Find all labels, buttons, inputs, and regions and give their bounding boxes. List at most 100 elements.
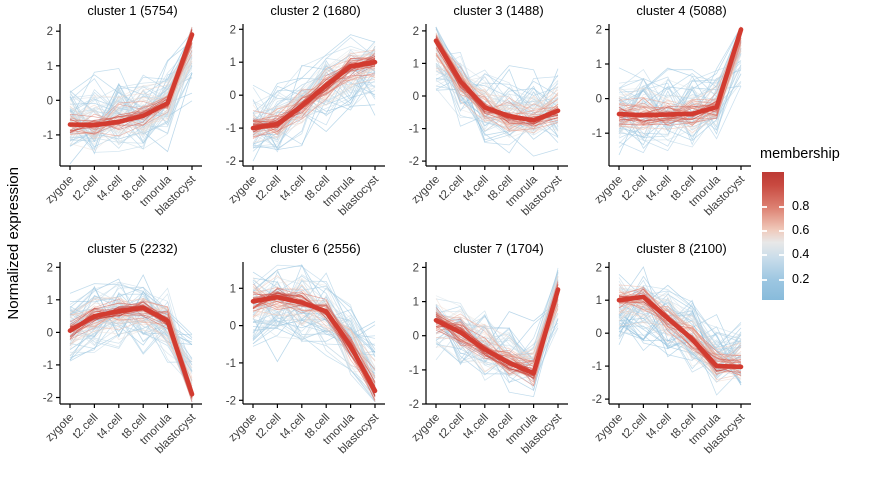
svg-text:t4.cell: t4.cell — [278, 412, 308, 442]
cluster-4-line-chart: 210-1zygotet2.cellt4.cellt8.celltmorulab… — [592, 24, 751, 218]
legend-title: membership — [760, 146, 840, 162]
svg-text:-1: -1 — [592, 128, 602, 140]
svg-text:2: 2 — [596, 25, 602, 37]
svg-text:0: 0 — [230, 321, 236, 333]
legend-tick-label: 0.6 — [792, 223, 810, 237]
legend-tick-label: 0.2 — [792, 272, 810, 286]
cluster-panel-7: cluster 7 (1704) 2 1 0 -1 -2 zygote t2.cell t4.… — [392, 240, 575, 470]
panel-title: cluster 4 (5088) — [636, 3, 727, 18]
legend-tick-mark — [762, 205, 767, 208]
panel-title: cluster 8 (2100) — [636, 241, 727, 256]
svg-text:2: 2 — [413, 262, 419, 274]
legend-body: 0.8 0.6 0.4 0.2 — [760, 172, 868, 302]
legend-tick-mark — [779, 278, 784, 281]
svg-text:zygote: zygote — [44, 412, 76, 444]
svg-text:t4.cell: t4.cell — [95, 412, 125, 442]
svg-text:0: 0 — [413, 91, 419, 103]
svg-text:-1: -1 — [409, 365, 419, 377]
svg-text:t2.cell: t2.cell — [437, 174, 467, 204]
panel-title: cluster 2 (1680) — [270, 3, 361, 18]
svg-text:0: 0 — [230, 90, 236, 102]
svg-text:zygote: zygote — [593, 174, 625, 206]
panel-title: cluster 5 (2232) — [87, 241, 178, 256]
svg-text:-2: -2 — [226, 156, 236, 168]
svg-text:t2.cell: t2.cell — [437, 412, 467, 442]
svg-text:zygote: zygote — [44, 174, 76, 206]
legend-tick-label: 0.8 — [792, 199, 810, 213]
svg-text:2: 2 — [413, 26, 419, 38]
svg-text:2: 2 — [47, 262, 53, 274]
svg-text:zygote: zygote — [593, 412, 625, 444]
svg-text:-1: -1 — [43, 130, 53, 142]
cluster-3-line-chart: 210-1-2zygotet2.cellt4.cellt8.celltmorul… — [409, 24, 568, 218]
svg-text:0: 0 — [47, 95, 53, 107]
panel-title: cluster 7 (1704) — [453, 241, 544, 256]
svg-text:-2: -2 — [226, 395, 236, 407]
cluster-7-line-chart: 210-1-2zygotet2.cellt4.cellt8.celltmorul… — [409, 262, 568, 456]
cluster-6-line-chart: 10-1-2zygotet2.cellt4.cellt8.celltmorula… — [226, 262, 385, 456]
legend-tick-mark — [779, 205, 784, 208]
svg-text:zygote: zygote — [410, 174, 442, 206]
svg-text:2: 2 — [47, 26, 53, 38]
svg-text:-1: -1 — [43, 360, 53, 372]
svg-text:t4.cell: t4.cell — [644, 174, 674, 204]
legend-colorbar — [762, 172, 784, 300]
svg-text:t2.cell: t2.cell — [620, 174, 650, 204]
cluster-panel-8: cluster 8 (2100) 2 1 0 -1 -2 zygote t2.cell t4.… — [575, 240, 758, 470]
cluster-panel-2: cluster 2 (1680) 2 1 0 -1 -2 zygote t2.cell t4.… — [209, 2, 392, 232]
facet-grid: cluster 1 (5754) 2 1 0 -1 zygote t2.cell t4.ce… — [26, 2, 758, 470]
svg-text:1: 1 — [413, 297, 419, 309]
svg-text:1: 1 — [596, 295, 602, 307]
svg-text:t2.cell: t2.cell — [254, 412, 284, 442]
svg-text:t4.cell: t4.cell — [95, 174, 125, 204]
svg-text:t4.cell: t4.cell — [278, 174, 308, 204]
cluster-1-line-chart: 210-1zygotet2.cellt4.cellt8.celltmorulab… — [43, 24, 202, 218]
svg-text:t4.cell: t4.cell — [644, 412, 674, 442]
cluster-2-line-chart: 210-1-2zygotet2.cellt4.cellt8.celltmorul… — [226, 24, 385, 218]
svg-text:-2: -2 — [592, 394, 602, 406]
legend-tick-mark — [779, 254, 784, 257]
svg-text:t2.cell: t2.cell — [620, 412, 650, 442]
svg-text:t2.cell: t2.cell — [71, 174, 101, 204]
membership-legend: membership 0.8 0.6 0.4 0.2 — [760, 146, 868, 302]
legend-tick-mark — [762, 278, 767, 281]
svg-text:1: 1 — [230, 283, 236, 295]
svg-text:zygote: zygote — [227, 412, 259, 444]
svg-text:zygote: zygote — [227, 174, 259, 206]
svg-text:1: 1 — [413, 58, 419, 70]
legend-tick-labels: 0.8 0.6 0.4 0.2 — [792, 172, 862, 300]
y-axis-title: Normalized expression — [4, 167, 22, 320]
svg-text:t2.cell: t2.cell — [71, 412, 101, 442]
svg-text:2: 2 — [596, 262, 602, 274]
cluster-panel-1: cluster 1 (5754) 2 1 0 -1 zygote t2.cell t4.ce… — [26, 2, 209, 232]
legend-tick-mark — [762, 229, 767, 232]
svg-text:1: 1 — [596, 59, 602, 71]
svg-text:2: 2 — [230, 24, 236, 36]
svg-text:-2: -2 — [409, 399, 419, 411]
svg-text:-1: -1 — [226, 123, 236, 135]
svg-text:1: 1 — [230, 57, 236, 69]
svg-text:t2.cell: t2.cell — [254, 174, 284, 204]
cluster-panel-6: cluster 6 (2556) 1 0 -1 -2 zygote t2.cell t4.c… — [209, 240, 392, 470]
svg-text:1: 1 — [47, 295, 53, 307]
panel-title: cluster 1 (5754) — [87, 3, 178, 18]
legend-tick-mark — [779, 229, 784, 232]
cluster-8-line-chart: 210-1-2zygotet2.cellt4.cellt8.celltmorul… — [592, 262, 751, 456]
panel-title: cluster 3 (1488) — [453, 3, 544, 18]
cluster-panel-3: cluster 3 (1488) 2 1 0 -1 -2 zygote t2.cell t4.… — [392, 2, 575, 232]
svg-text:0: 0 — [413, 331, 419, 343]
cluster-5-line-chart: 210-1-2zygotet2.cellt4.cellt8.celltmorul… — [43, 262, 202, 456]
cluster-panel-4: cluster 4 (5088) 2 1 0 -1 zygote t2.cell t4.ce… — [575, 2, 758, 232]
svg-text:0: 0 — [47, 327, 53, 339]
svg-text:zygote: zygote — [410, 412, 442, 444]
legend-tick-label: 0.4 — [792, 247, 810, 261]
panel-title: cluster 6 (2556) — [270, 241, 361, 256]
svg-text:1: 1 — [47, 61, 53, 73]
legend-tick-mark — [762, 254, 767, 257]
svg-text:0: 0 — [596, 328, 602, 340]
svg-text:0: 0 — [596, 94, 602, 106]
cluster-panel-5: cluster 5 (2232) 2 1 0 -1 -2 zygote t2.cell t4.… — [26, 240, 209, 470]
y-axis-title-column: Normalized expression — [0, 0, 26, 487]
svg-text:-2: -2 — [409, 156, 419, 168]
